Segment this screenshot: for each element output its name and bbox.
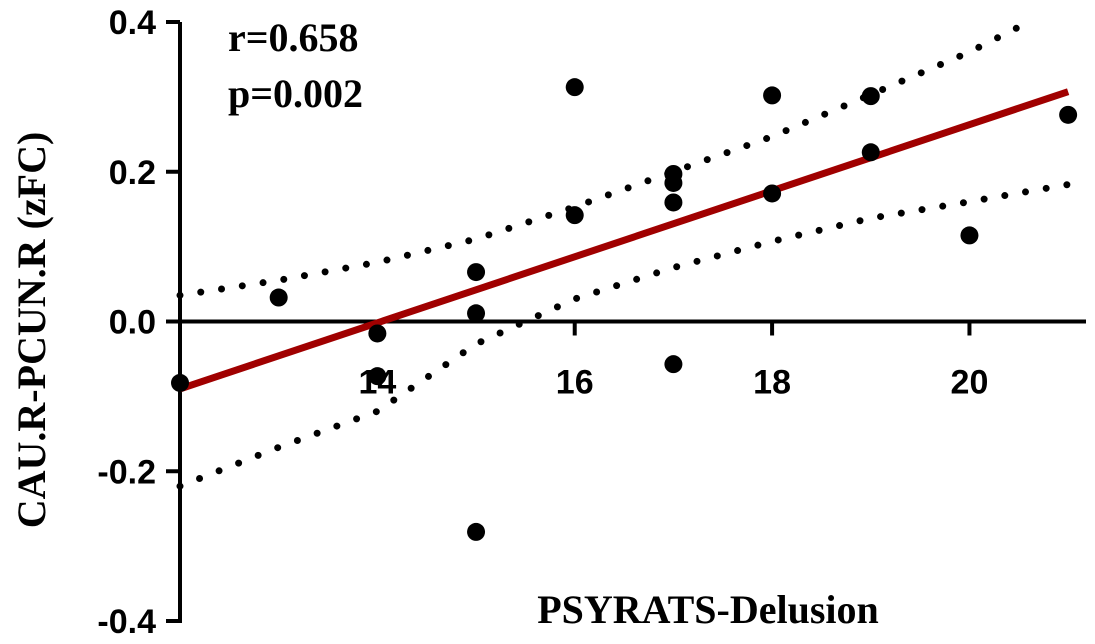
data-point [763,184,782,203]
data-point [664,173,683,192]
data-point [861,143,880,162]
y-tick-label: -0.2 [97,453,156,491]
data-point [269,288,288,307]
y-tick-label: 0.4 [109,4,156,42]
statistics-annotations: r=0.658 p=0.002 [228,15,363,116]
fit-line [178,88,1070,393]
data-point [763,86,782,105]
data-point [467,263,486,282]
ci-lower-line [176,181,1072,490]
data-point [664,355,683,374]
data-point [960,226,979,245]
x-axis-title: PSYRATS-Delusion [537,587,879,632]
data-point [368,367,387,386]
y-tick-label: -0.4 [97,603,156,641]
x-tick-label: 18 [753,364,791,402]
data-point [861,87,880,106]
y-tick-label: 0.2 [109,154,156,192]
y-axis-title: CAU.R-PCUN.R (zFC) [9,132,54,529]
data-point [565,78,584,97]
y-axis-ticks: -0.4 -0.2 0.0 0.2 0.4 [97,4,180,641]
regression-line [178,88,1070,393]
confidence-band [176,18,1072,490]
data-points [171,78,1078,541]
x-tick-label: 16 [556,364,594,402]
x-tick-label: 20 [951,364,989,402]
data-point [467,522,486,541]
y-tick-label: 0.0 [109,304,156,342]
data-point [368,324,387,343]
r-value-label: r=0.658 [228,15,359,60]
data-point [664,193,683,212]
data-point [467,304,486,323]
ci-upper-line [176,18,1033,299]
p-value-label: p=0.002 [228,71,363,116]
data-point [1059,105,1078,124]
data-point [565,206,584,225]
data-point [171,373,189,392]
